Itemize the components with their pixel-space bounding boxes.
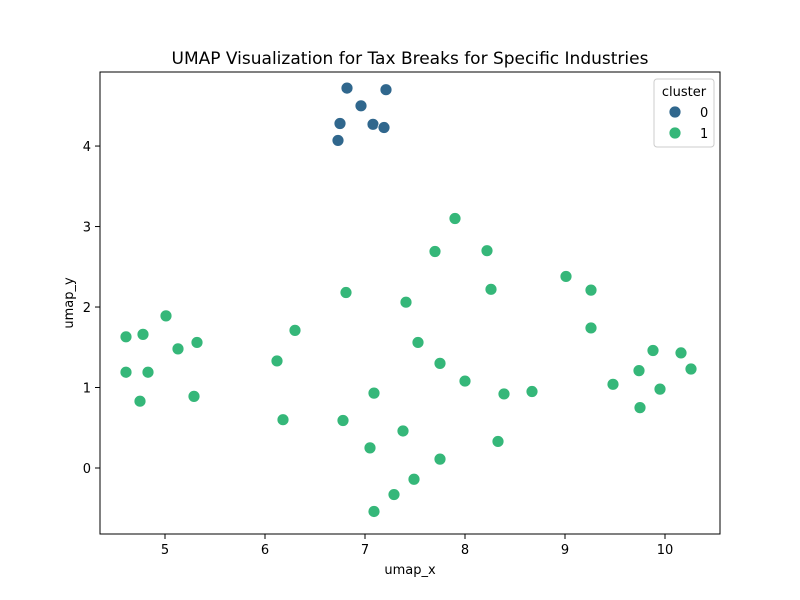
point-cluster-1-32 (559, 270, 573, 283)
point-cluster-1-17 (399, 295, 413, 309)
point-cluster-1-15 (363, 441, 377, 455)
point-cluster-1-37 (646, 344, 660, 357)
legend-marker-1 (668, 126, 682, 140)
point-cluster-1-21 (433, 356, 447, 370)
point-cluster-1-23 (407, 472, 421, 486)
y-tick-label: 3 (83, 221, 91, 236)
chart-title: UMAP Visualization for Tax Breaks for Sp… (172, 49, 649, 69)
point-cluster-1-35 (606, 377, 620, 391)
point-cluster-1-8 (187, 389, 201, 403)
point-cluster-0-4 (366, 117, 380, 131)
point-cluster-1-24 (387, 488, 401, 501)
x-tick-label: 8 (461, 543, 469, 558)
point-cluster-1-12 (339, 286, 353, 299)
point-cluster-1-7 (133, 394, 147, 408)
point-cluster-1-28 (484, 282, 498, 296)
point-cluster-1-40 (674, 346, 688, 360)
legend-title: cluster (662, 85, 707, 100)
point-cluster-0-1 (379, 83, 393, 97)
point-cluster-0-6 (331, 134, 345, 147)
point-cluster-1-41 (684, 362, 698, 376)
point-cluster-1-10 (288, 323, 302, 337)
x-tick-label: 9 (561, 543, 569, 558)
point-cluster-0-0 (340, 81, 354, 95)
point-cluster-1-27 (480, 244, 494, 258)
point-cluster-1-31 (525, 385, 539, 398)
x-tick-label: 6 (261, 543, 269, 558)
legend-marker-0 (668, 105, 682, 119)
plot-frame (99, 71, 721, 535)
x-tick-label: 5 (161, 543, 169, 558)
point-cluster-0-2 (354, 99, 368, 113)
y-tick-label: 4 (83, 140, 91, 155)
point-cluster-1-13 (336, 414, 350, 427)
legend-label-1: 1 (700, 127, 708, 142)
point-cluster-1-19 (428, 245, 442, 258)
point-cluster-1-26 (458, 374, 472, 388)
x-tick-label: 10 (657, 543, 674, 558)
y-ticks: 0 1 2 3 4 (83, 140, 100, 477)
point-cluster-1-22 (433, 452, 447, 466)
y-axis-title: umap_y (62, 277, 77, 329)
point-cluster-1-9 (270, 354, 284, 368)
point-cluster-1-4 (190, 336, 204, 349)
legend: cluster 01 (653, 78, 715, 148)
point-cluster-1-39 (633, 401, 647, 415)
y-tick-label: 0 (83, 462, 91, 477)
point-cluster-1-29 (497, 387, 511, 401)
point-cluster-1-38 (653, 382, 667, 396)
point-cluster-1-33 (584, 283, 598, 297)
point-cluster-1-36 (632, 364, 646, 378)
point-cluster-0-3 (333, 117, 347, 130)
point-cluster-1-14 (367, 386, 381, 400)
x-tick-label: 7 (361, 543, 369, 558)
point-cluster-1-18 (411, 336, 425, 349)
point-cluster-1-20 (448, 212, 462, 225)
point-cluster-1-11 (276, 413, 290, 427)
point-cluster-1-5 (119, 365, 133, 379)
legend-label-0: 0 (700, 106, 708, 121)
point-cluster-1-6 (141, 365, 155, 379)
point-cluster-1-34 (584, 321, 598, 335)
points-layer (119, 81, 698, 518)
x-axis-title: umap_x (384, 563, 436, 578)
legend-items: 01 (668, 105, 708, 142)
y-tick-label: 2 (83, 301, 91, 316)
y-tick-label: 1 (83, 382, 91, 397)
point-cluster-1-0 (119, 330, 133, 344)
point-cluster-1-2 (159, 309, 173, 323)
x-ticks: 5 6 7 8 9 10 (161, 534, 673, 558)
point-cluster-1-16 (396, 424, 410, 438)
legend-box (653, 78, 715, 148)
point-cluster-1-3 (171, 342, 185, 356)
point-cluster-1-30 (491, 435, 505, 448)
point-cluster-1-1 (136, 327, 150, 341)
point-cluster-1-25 (367, 505, 381, 518)
point-cluster-0-5 (377, 121, 391, 134)
